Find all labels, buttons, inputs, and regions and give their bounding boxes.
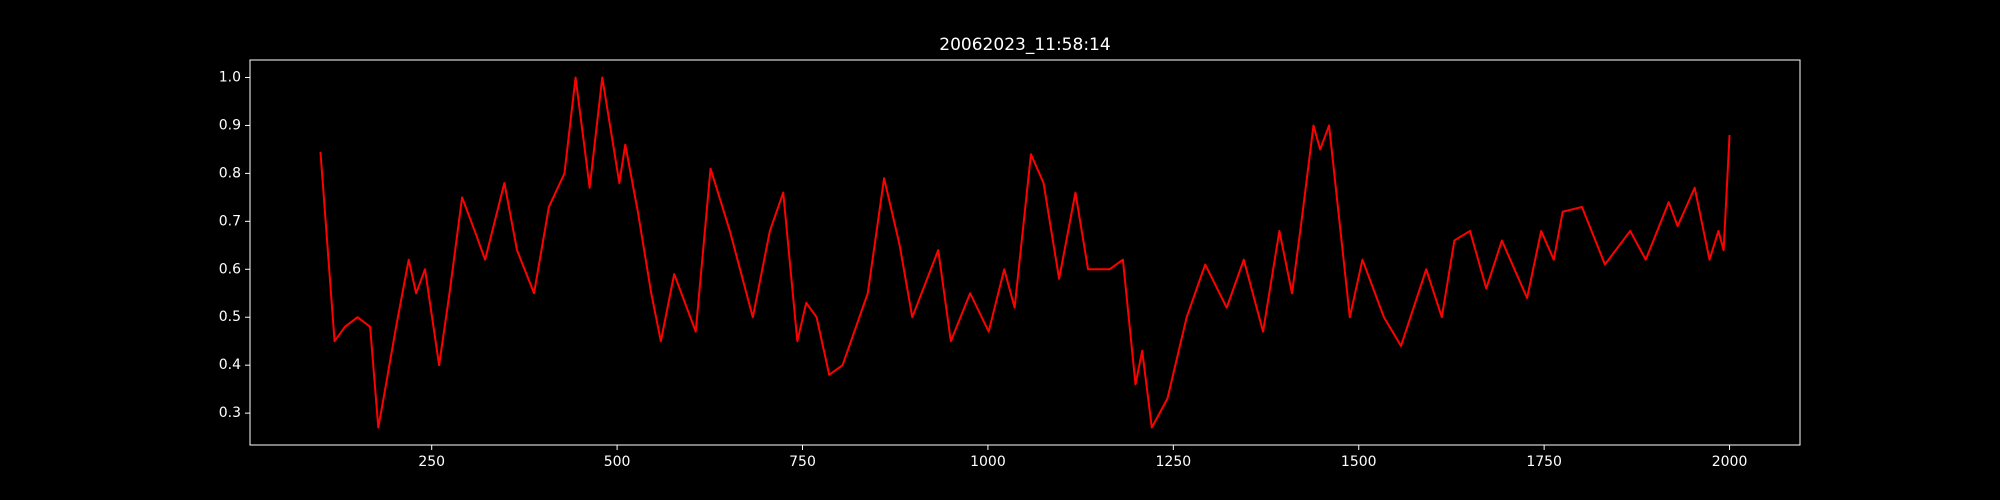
y-tick-label: 0.8	[219, 165, 241, 181]
y-tick-label: 0.4	[219, 357, 241, 373]
chart-title: 20062023_11:58:14	[939, 35, 1110, 55]
y-tick-label: 0.7	[219, 213, 241, 229]
y-tick-label: 0.6	[219, 261, 241, 277]
y-tick-label: 1.0	[219, 70, 241, 86]
x-tick-label: 1250	[1156, 454, 1192, 470]
x-tick-label: 1500	[1341, 454, 1377, 470]
x-tick-label: 2000	[1712, 454, 1748, 470]
y-tick-label: 0.3	[219, 405, 241, 421]
y-tick-label: 0.5	[219, 309, 241, 325]
x-tick-label: 750	[789, 454, 816, 470]
data-line	[319, 76, 1731, 429]
axes-frame	[249, 59, 1801, 446]
x-tick-label: 1000	[970, 454, 1006, 470]
x-tick-label: 500	[604, 454, 631, 470]
y-tick-label: 0.9	[219, 117, 241, 133]
x-tick-label: 250	[418, 454, 445, 470]
x-tick-label: 1750	[1526, 454, 1562, 470]
